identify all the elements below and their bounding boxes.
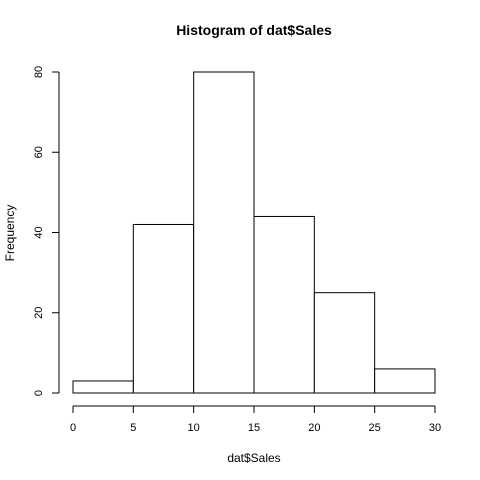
y-axis-label: Frequency [3,205,17,262]
x-tick-label-5: 25 [369,422,381,434]
x-tick-label-2: 10 [188,422,200,434]
histogram-bar-1 [132,223,195,394]
y-tick-label-2: 40 [33,226,45,238]
histogram-bar-0 [72,380,134,394]
y-tick-label-4: 80 [33,66,45,78]
x-axis: 0 5 10 15 20 25 30 [70,405,441,434]
x-tick-label-4: 20 [308,422,320,434]
y-tick-label-0: 0 [33,390,45,396]
x-tick-label-0: 0 [70,422,76,434]
x-tick-label-6: 30 [429,422,441,434]
histogram-bar-2 [193,71,255,394]
chart-title: Histogram of dat$Sales [176,22,332,38]
histogram-bar-3 [253,215,315,394]
x-tick-label-1: 5 [130,422,136,434]
y-tick-label-3: 60 [33,146,45,158]
histogram-bar-4 [313,292,376,394]
bars-group [72,71,436,394]
x-tick-label-3: 15 [248,422,260,434]
y-axis: 0 20 40 60 80 [33,66,60,396]
histogram-bar-5 [374,368,436,394]
y-tick-label-1: 20 [33,307,45,319]
x-axis-label: dat$Sales [227,451,280,465]
